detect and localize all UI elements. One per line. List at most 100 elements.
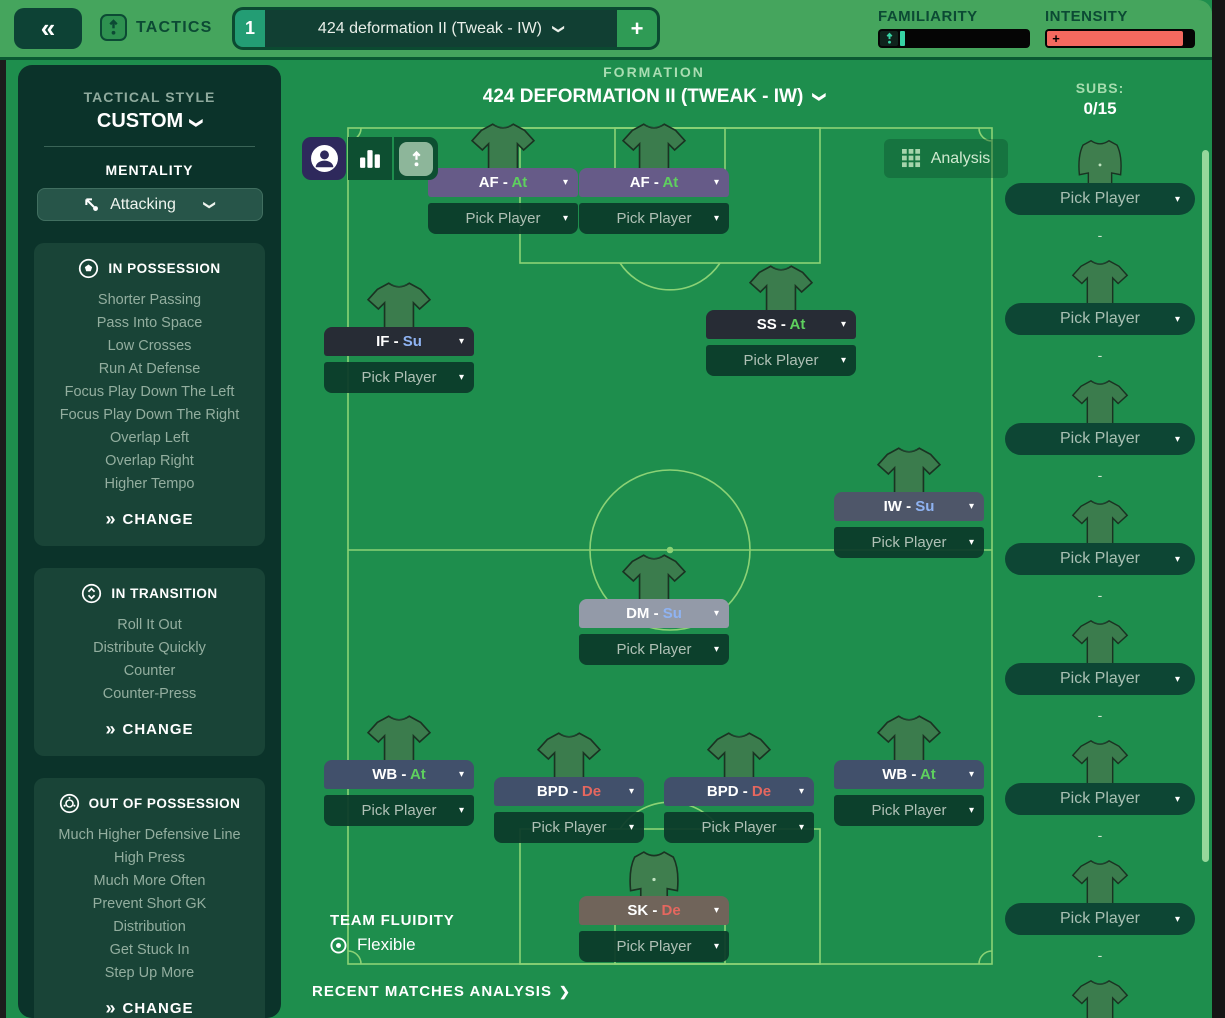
triangle-down-icon: ▾: [798, 822, 804, 833]
tactic-tab: 1 424 deformation II (Tweak - IW) ❯ +: [232, 7, 660, 50]
chevron-down-icon: ❯: [552, 23, 567, 34]
add-tactic-button[interactable]: +: [617, 10, 657, 47]
triangle-down-icon: ▾: [840, 355, 846, 366]
chevron-down-icon: ❯: [202, 199, 217, 210]
triangle-down-icon: ▾: [713, 213, 719, 224]
triangle-down-icon: ▾: [562, 213, 568, 224]
player-shirt-icon: [1071, 978, 1129, 1018]
position-card-iw-su: IW - Su ▾ Pick Player ▾: [834, 445, 984, 558]
pick-player-dropdown[interactable]: Pick Player ▾: [706, 345, 856, 376]
subs-scrollbar[interactable]: [1202, 150, 1209, 862]
sub-pick-player-dropdown[interactable]: Pick Player ▾: [1005, 183, 1195, 215]
chevron-down-icon: ❯: [812, 91, 828, 103]
tactic-tab-title[interactable]: 424 deformation II (Tweak - IW) ❯: [265, 10, 617, 47]
role-duty-dropdown[interactable]: IW - Su ▾: [834, 492, 984, 521]
triangle-down-icon: ▾: [1174, 673, 1180, 685]
tactic-instruction-item: Prevent Short GK: [92, 896, 207, 912]
triangle-down-icon: ▾: [968, 501, 974, 512]
role-duty-dropdown[interactable]: SK - De ▾: [579, 896, 729, 925]
role-duty-dropdown[interactable]: IF - Su ▾: [324, 327, 474, 356]
triangle-down-icon: ▾: [968, 537, 974, 548]
role-duty-dropdown[interactable]: AF - At ▾: [579, 168, 729, 197]
player-shirt-icon: [1071, 738, 1129, 794]
role-duty-dropdown[interactable]: WB - At ▾: [834, 760, 984, 789]
sub-pick-player-dropdown[interactable]: Pick Player ▾: [1005, 423, 1195, 455]
window-edge-left: [0, 60, 6, 1018]
triangle-down-icon: ▾: [458, 336, 464, 347]
triangle-down-icon: ▾: [1174, 913, 1180, 925]
tactic-tab-title-text: 424 deformation II (Tweak - IW): [317, 19, 542, 37]
formation-label: FORMATION: [603, 64, 705, 80]
pick-player-dropdown[interactable]: Pick Player ▾: [324, 362, 474, 393]
intensity-progress: [1047, 31, 1183, 46]
pick-player-dropdown[interactable]: Pick Player ▾: [664, 812, 814, 843]
position-card-af-at: AF - At ▾ Pick Player ▾: [428, 121, 578, 234]
tactics-arrow-icon: [100, 14, 127, 41]
mentality-dropdown[interactable]: Attacking ❯: [36, 188, 263, 221]
sub-pick-player-dropdown[interactable]: Pick Player ▾: [1005, 303, 1195, 335]
sub-pick-player-dropdown[interactable]: Pick Player ▾: [1005, 783, 1195, 815]
role-duty-dropdown[interactable]: DM - Su ▾: [579, 599, 729, 628]
familiarity-progress: [900, 31, 906, 46]
formation-name-dropdown[interactable]: 424 DEFORMATION II (TWEAK - IW) ❯: [300, 86, 1008, 108]
recent-matches-link[interactable]: RECENT MATCHES ANALYSIS ❯: [312, 983, 571, 1000]
in-transition-change-button[interactable]: » CHANGE: [36, 719, 263, 740]
position-card-dm-su: DM - Su ▾ Pick Player ▾: [579, 552, 729, 665]
pick-player-dropdown[interactable]: Pick Player ▾: [579, 634, 729, 665]
tactic-tab-number[interactable]: 1: [235, 10, 265, 47]
tactics-sidebar: TACTICAL STYLE CUSTOM ❯ MENTALITY Attacki…: [18, 65, 281, 1018]
topbar-divider: [0, 57, 1212, 60]
triangle-down-icon: ▾: [840, 319, 846, 330]
in-possession-change-button[interactable]: » CHANGE: [36, 509, 263, 530]
section-title: IN TRANSITION: [111, 586, 218, 601]
chevron-right-icon: ❯: [558, 983, 571, 999]
intensity-meter: +: [1045, 29, 1195, 48]
position-card-bpd-de: BPD - De ▾ Pick Player ▾: [494, 730, 644, 843]
tactical-style-label: TACTICAL STYLE: [83, 89, 216, 105]
sub-pick-player-dropdown[interactable]: Pick Player ▾: [1005, 543, 1195, 575]
role-duty-dropdown[interactable]: BPD - De ▾: [664, 777, 814, 806]
pick-player-dropdown[interactable]: Pick Player ▾: [834, 527, 984, 558]
pick-player-dropdown[interactable]: Pick Player ▾: [324, 795, 474, 826]
subs-label: SUBS:: [1075, 80, 1125, 96]
role-duty-dropdown[interactable]: WB - At ▾: [324, 760, 474, 789]
sub-pick-player-dropdown[interactable]: Pick Player ▾: [1005, 903, 1195, 935]
divider: [44, 146, 255, 147]
pick-player-dropdown[interactable]: Pick Player ▾: [494, 812, 644, 843]
tactics-view-button[interactable]: [394, 137, 438, 180]
analysis-button[interactable]: Analysis: [884, 139, 1008, 178]
tactical-style-dropdown[interactable]: CUSTOM ❯: [18, 110, 281, 133]
double-chevron-icon: »: [105, 719, 115, 739]
pick-player-dropdown[interactable]: Pick Player ▾: [579, 931, 729, 962]
team-fluidity-label: TEAM FLUIDITY: [330, 912, 455, 929]
role-duty-dropdown[interactable]: BPD - De ▾: [494, 777, 644, 806]
pick-player-dropdown[interactable]: Pick Player ▾: [428, 203, 578, 234]
pick-player-dropdown[interactable]: Pick Player ▾: [834, 795, 984, 826]
out-of-possession-change-button[interactable]: » CHANGE: [36, 998, 263, 1018]
role-duty-dropdown[interactable]: SS - At ▾: [706, 310, 856, 339]
triangle-down-icon: ▾: [968, 769, 974, 780]
sub-position-dash: -: [1097, 467, 1103, 483]
tactic-instruction-item: Run At Defense: [98, 361, 201, 377]
tactic-instruction-item: Shorter Passing: [97, 292, 202, 308]
role-duty-dropdown[interactable]: AF - At ▾: [428, 168, 578, 197]
familiarity-tactics-icon: [880, 31, 898, 46]
plus-icon: +: [630, 15, 644, 41]
players-view-button[interactable]: [302, 137, 346, 180]
position-card-wb-at: WB - At ▾ Pick Player ▾: [324, 713, 474, 826]
pick-player-dropdown[interactable]: Pick Player ▾: [579, 203, 729, 234]
player-shirt-icon: [1071, 618, 1129, 674]
triangle-down-icon: ▾: [1174, 433, 1180, 445]
stats-view-button[interactable]: [348, 137, 392, 180]
triangle-down-icon: ▾: [713, 905, 719, 916]
sub-pick-player-dropdown[interactable]: Pick Player ▾: [1005, 663, 1195, 695]
sub-position-dash: -: [1097, 947, 1103, 963]
tactic-instruction-item: Focus Play Down The Left: [64, 384, 235, 400]
out-of-possession-icon: [59, 793, 79, 814]
position-card-ss-at: SS - At ▾ Pick Player ▾: [706, 263, 856, 376]
sub-position-dash: -: [1097, 827, 1103, 843]
triangle-down-icon: ▾: [1174, 793, 1180, 805]
transition-icon: [82, 583, 102, 604]
double-chevron-icon: »: [105, 998, 115, 1018]
back-button[interactable]: «: [14, 8, 82, 49]
